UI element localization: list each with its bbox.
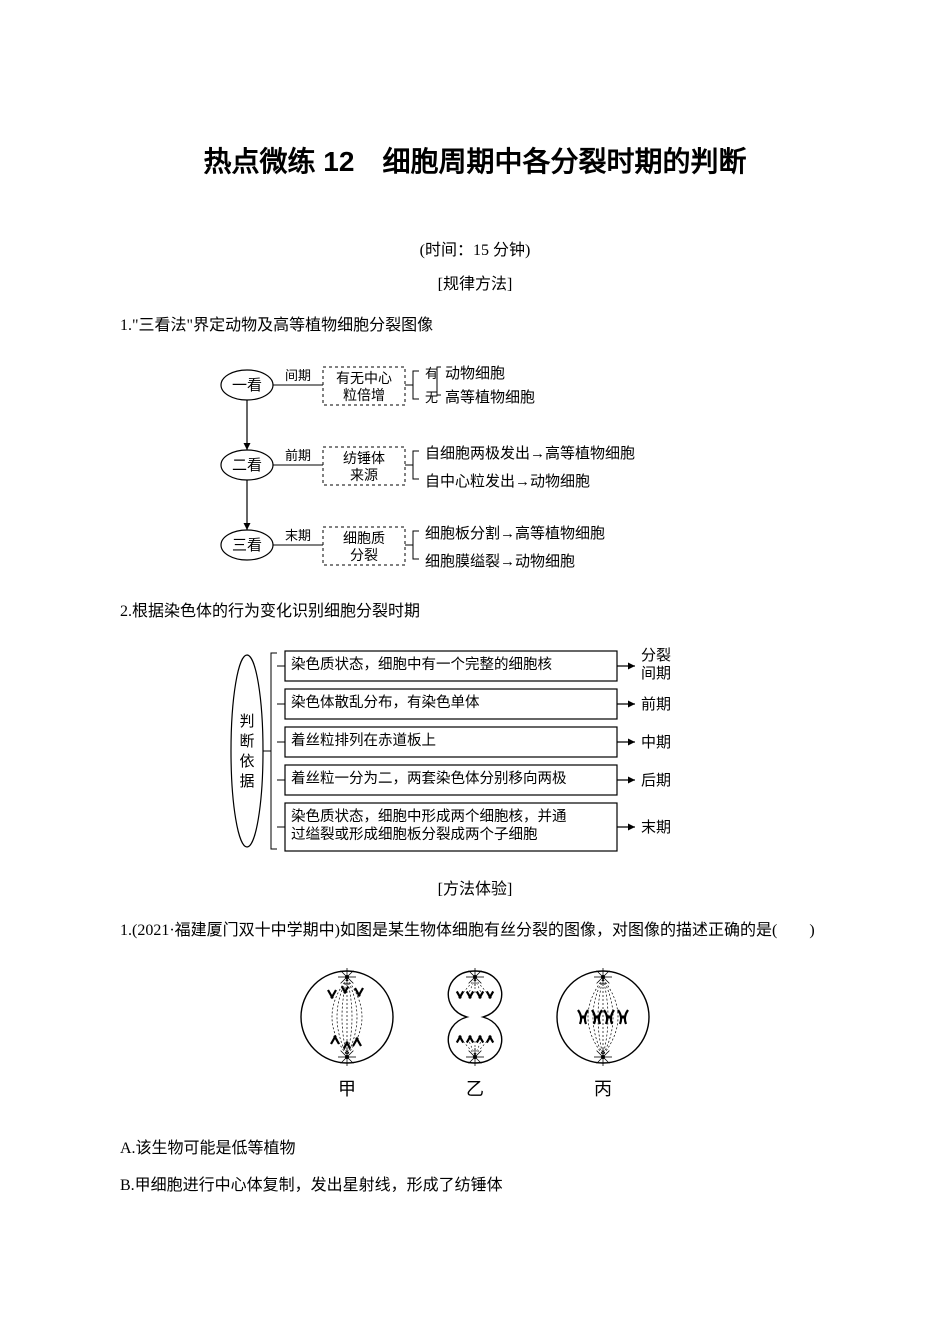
svg-text:着丝粒排列在赤道板上: 着丝粒排列在赤道板上 (291, 731, 436, 749)
svg-text:染色质状态，细胞中有一个完整的细胞核: 染色质状态，细胞中有一个完整的细胞核 (291, 656, 552, 673)
svg-text:染色质状态，细胞中形成两个细胞核，并通: 染色质状态，细胞中形成两个细胞核，并通 (291, 808, 567, 825)
svg-text:间期: 间期 (641, 665, 671, 682)
svg-text:过缢裂或形成细胞板分裂成两个子细胞: 过缢裂或形成细胞板分裂成两个子细胞 (291, 825, 538, 843)
svg-text:高等植物细胞: 高等植物细胞 (445, 388, 535, 406)
svg-text:动物细胞: 动物细胞 (445, 365, 505, 382)
svg-text:细胞膜缢裂→动物细胞: 细胞膜缢裂→动物细胞 (425, 553, 575, 570)
svg-text:末期: 末期 (641, 819, 671, 836)
svg-text:着丝粒一分为二，两套染色体分别移向两极: 着丝粒一分为二，两套染色体分别移向两极 (291, 770, 567, 787)
figure-phase-criteria: 判断依据 染色质状态，细胞中有一个完整的细胞核 分裂间期染色体散乱分布，有染色单体 前… (120, 641, 830, 861)
cell-figure-jia: 甲 (297, 967, 397, 1101)
svg-text:判: 判 (239, 713, 254, 730)
svg-text:三看: 三看 (232, 537, 262, 554)
question-1-figures: 甲 乙 丙 (120, 967, 830, 1101)
svg-text:一看: 一看 (232, 377, 262, 394)
svg-text:前期: 前期 (641, 696, 671, 713)
svg-text:断: 断 (239, 733, 254, 750)
svg-text:二看: 二看 (232, 457, 262, 474)
svg-text:中期: 中期 (641, 734, 671, 751)
svg-text:前期: 前期 (285, 448, 311, 463)
svg-text:据: 据 (239, 773, 254, 790)
caption-jia: 甲 (338, 1075, 356, 1101)
section-rules-label: [规律方法] (120, 270, 830, 294)
svg-text:细胞板分割→高等植物细胞: 细胞板分割→高等植物细胞 (425, 524, 605, 542)
svg-text:后期: 后期 (641, 772, 671, 789)
option-a: A.该生物可能是低等植物 (120, 1131, 830, 1168)
question-1-text: 1.(2021·福建厦门双十中学期中)如图是某生物体细胞有丝分裂的图像，对图像的… (120, 913, 830, 950)
svg-text:纺锤体: 纺锤体 (343, 451, 385, 467)
svg-text:分裂: 分裂 (350, 548, 378, 564)
svg-text:来源: 来源 (350, 468, 378, 484)
svg-text:末期: 末期 (285, 528, 311, 543)
section-practice-label: [方法体验] (120, 875, 830, 899)
cell-figure-bing: 丙 (553, 967, 653, 1101)
svg-text:有无中心: 有无中心 (336, 371, 392, 387)
svg-text:间期: 间期 (285, 368, 311, 383)
svg-text:自细胞两极发出→高等植物细胞: 自细胞两极发出→高等植物细胞 (425, 444, 635, 462)
option-b: B.甲细胞进行中心体复制，发出星射线，形成了纺锤体 (120, 1168, 830, 1205)
cell-figure-yi: 乙 (425, 967, 525, 1101)
svg-text:染色体散乱分布，有染色单体: 染色体散乱分布，有染色单体 (291, 694, 480, 711)
svg-text:有: 有 (425, 366, 438, 381)
time-note: (时间：15 分钟) (120, 236, 830, 260)
svg-text:自中心粒发出→动物细胞: 自中心粒发出→动物细胞 (425, 473, 590, 490)
svg-text:分裂: 分裂 (641, 647, 671, 664)
page-title: 热点微练 12 细胞周期中各分裂时期的判断 (120, 140, 830, 180)
svg-text:无: 无 (425, 390, 438, 405)
caption-yi: 乙 (466, 1075, 484, 1101)
rule-1-heading: 1."三看法"界定动物及高等植物细胞分裂图像 (120, 308, 830, 345)
figure-three-look-method: 一看二看三看 间期 有无中心粒倍增 有动物细胞无高等植物细胞前期 纺锤体来源 自细胞两极发… (120, 355, 830, 580)
svg-text:粒倍增: 粒倍增 (343, 388, 385, 404)
svg-text:细胞质: 细胞质 (343, 531, 385, 547)
svg-text:依: 依 (239, 753, 254, 770)
caption-bing: 丙 (594, 1075, 612, 1101)
rule-2-heading: 2.根据染色体的行为变化识别细胞分裂时期 (120, 594, 830, 631)
